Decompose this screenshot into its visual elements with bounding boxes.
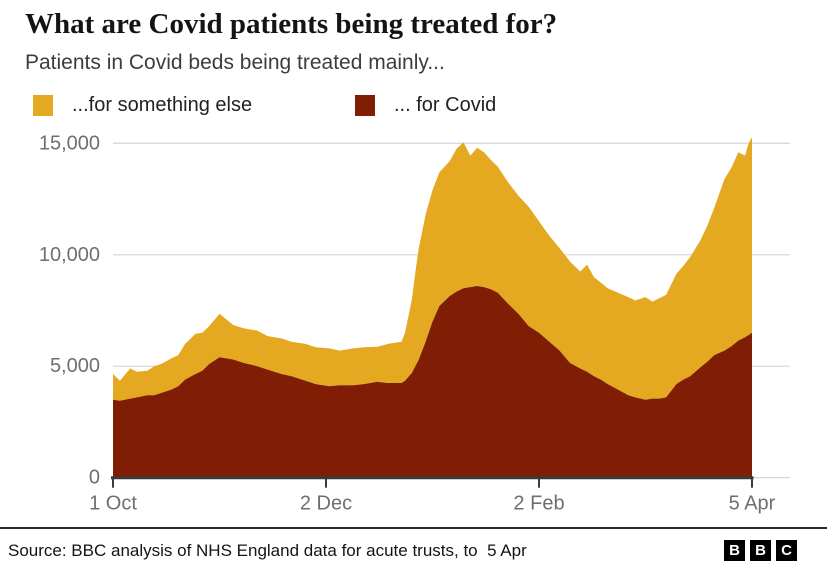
x-axis-label-2-feb: 2 Feb	[513, 493, 564, 515]
legend-label-something-else: ...for something else	[72, 93, 253, 116]
y-axis-label-15000: 15,000	[39, 132, 100, 154]
area-something-else	[113, 137, 752, 401]
area-for-covid	[113, 286, 752, 478]
footer-divider	[0, 527, 827, 529]
stacked-area-chart: 0 5,000 10,000 15,000 1 Oct 2 Dec 2 Feb 5 Apr	[39, 132, 790, 515]
x-axis-label-5-apr: 5 Apr	[729, 493, 776, 515]
legend-swatch-something-else-icon	[33, 94, 53, 116]
legend-item-something-else: ...for something else	[33, 93, 252, 117]
legend-swatch-covid-icon	[355, 94, 375, 116]
page-title: What are Covid patients being treated fo…	[25, 8, 558, 40]
bbc-logo: B B C	[724, 540, 797, 561]
source-text: Source: BBC analysis of NHS England data…	[8, 541, 527, 560]
chart-subtitle: Patients in Covid beds being treated mai…	[25, 51, 445, 74]
y-axis-label-0: 0	[89, 467, 100, 489]
bbc-logo-letter-b2: B	[750, 540, 771, 561]
bbc-logo-letter-b1: B	[724, 540, 745, 561]
x-axis-label-2-dec: 2 Dec	[300, 493, 352, 515]
y-axis-label-10000: 10,000	[39, 244, 100, 266]
x-axis-label-1-oct: 1 Oct	[89, 493, 137, 515]
legend-item-covid: ... for Covid	[355, 93, 496, 117]
legend-label-covid: ... for Covid	[394, 93, 497, 116]
bbc-logo-letter-c: C	[776, 540, 797, 561]
y-axis-label-5000: 5,000	[50, 355, 100, 377]
